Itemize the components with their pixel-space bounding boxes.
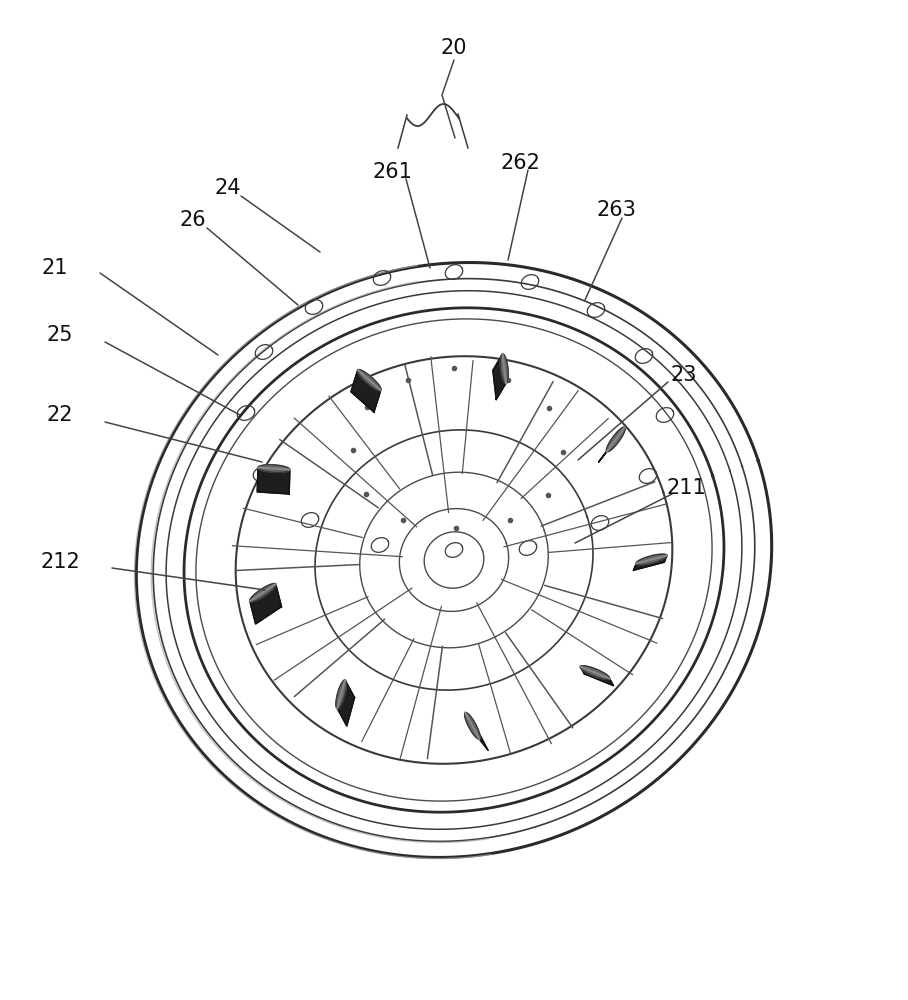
Text: 212: 212 [40, 552, 80, 572]
Text: 21: 21 [42, 258, 68, 278]
Polygon shape [598, 427, 625, 462]
Polygon shape [580, 666, 609, 679]
Text: 20: 20 [440, 38, 468, 58]
Polygon shape [634, 555, 667, 570]
Text: 263: 263 [596, 200, 636, 220]
Polygon shape [351, 370, 380, 412]
Polygon shape [250, 584, 276, 602]
Polygon shape [250, 584, 281, 624]
Text: 22: 22 [46, 405, 74, 425]
Polygon shape [493, 354, 506, 400]
Text: 261: 261 [372, 162, 412, 182]
Text: 211: 211 [666, 478, 706, 498]
Polygon shape [358, 370, 381, 391]
Text: 24: 24 [215, 178, 242, 198]
Polygon shape [580, 667, 614, 686]
Text: 25: 25 [46, 325, 74, 345]
Text: 26: 26 [180, 210, 206, 230]
Polygon shape [500, 354, 508, 383]
Polygon shape [257, 468, 290, 494]
Polygon shape [336, 680, 347, 709]
Text: 23: 23 [671, 365, 697, 385]
Polygon shape [258, 465, 290, 472]
Polygon shape [337, 680, 354, 726]
Text: 262: 262 [500, 153, 540, 173]
Polygon shape [607, 427, 626, 452]
Polygon shape [465, 713, 480, 739]
Polygon shape [465, 713, 489, 750]
Polygon shape [637, 554, 667, 565]
